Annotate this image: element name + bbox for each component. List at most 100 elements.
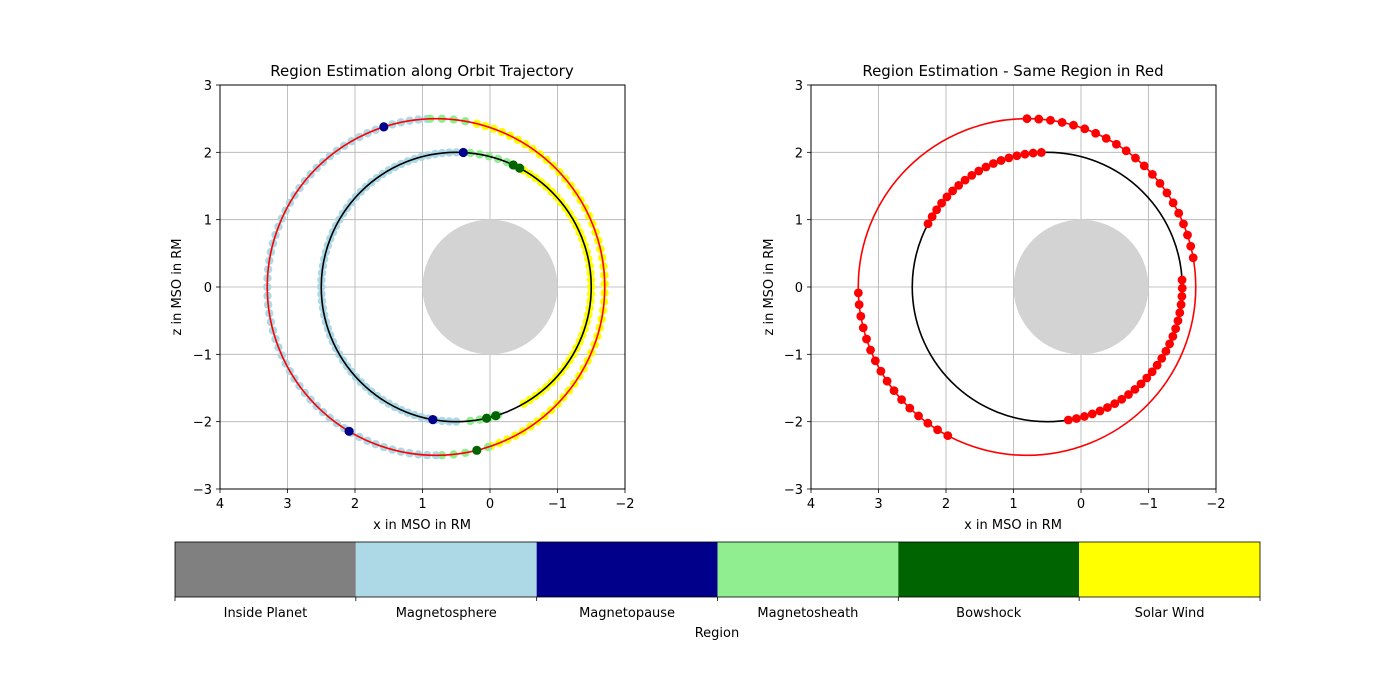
same-region-point [981,162,991,172]
same-region-point [854,300,864,309]
planet-disk [1013,219,1149,355]
same-region-point [1161,346,1171,356]
y-tick-label: 1 [795,214,803,229]
colorbar-category-label: Inside Planet [224,606,308,621]
colorbar-label: Region [695,626,740,641]
same-region-point [923,219,933,229]
left-chart: Region Estimation along Orbit Trajectory… [170,62,635,533]
same-region-point [1157,353,1167,363]
x-tick-label: 4 [807,497,815,512]
y-tick-label: −3 [193,483,212,498]
same-region-point [1155,178,1165,188]
same-region-point [1183,230,1192,240]
boundary-marker [379,122,389,132]
same-region-point [1139,161,1149,171]
left-ticks: 4 3 2 1 0 −1 −2 −3 −2 −1 0 1 2 3 [193,79,635,512]
same-region-point [1177,275,1187,285]
same-region-point [1173,316,1183,326]
x-tick-label: 3 [874,497,882,512]
same-region-point [1080,124,1090,134]
same-region-point [1057,117,1067,127]
region-colorbar: Inside Planet Magnetosphere Magnetopause Ma… [174,541,1261,621]
right-y-axis-label: z in MSO in RM [762,238,777,335]
same-region-point [1171,324,1181,334]
same-region-point [967,170,977,180]
x-tick-label: −2 [615,497,634,512]
same-region-point [897,395,906,405]
x-tick-label: 4 [216,497,224,512]
same-region-point [954,180,964,190]
left-y-axis-label: z in MSO in RM [170,238,185,335]
y-tick-label: 1 [204,214,212,229]
same-region-point [853,288,863,298]
y-tick-label: 2 [204,146,212,161]
same-region-point [1188,253,1198,263]
same-region-point [1136,379,1146,389]
same-region-point [974,166,984,176]
same-region-point [1091,128,1101,138]
right-x-axis-label: x in MSO in RM [964,518,1062,533]
colorbar-segment [1079,542,1260,597]
left-plot-area [263,114,609,460]
same-region-point [1046,115,1055,125]
right-ticks: 4 3 2 1 0 −1 −2 −3 −2 −1 0 1 2 3 [784,79,1226,512]
colorbar-category-label: Magnetopause [579,606,675,621]
same-region-point [937,198,946,208]
same-region-point [870,356,880,366]
colorbar-segment [175,542,356,597]
x-tick-label: 2 [351,497,359,512]
boundary-marker [458,147,468,158]
same-region-point [1168,198,1178,208]
y-tick-label: 0 [204,281,212,296]
x-tick-label: 2 [942,497,950,512]
same-region-point [943,431,953,441]
y-tick-label: −1 [193,348,212,363]
same-region-point [1095,406,1105,416]
same-region-point [923,418,933,428]
same-region-point [876,366,886,376]
same-region-point [858,323,868,333]
orbit-trajectory-outer [266,117,606,457]
same-region-point [932,205,942,215]
colorbar-segment [717,542,899,597]
same-region-point [1165,339,1175,349]
colorbar-category-label: Magnetosphere [396,606,497,621]
same-region-point [1148,169,1157,179]
y-tick-label: 3 [204,79,212,94]
y-tick-label: 2 [795,146,803,161]
boundary-marker [491,411,501,421]
colorbar-category-label: Magnetosheath [757,606,858,621]
x-tick-label: 0 [486,497,494,512]
same-region-point [1022,114,1032,124]
same-region-point [1103,403,1112,412]
same-region-point [1028,148,1038,158]
same-region-point [942,192,952,202]
same-region-point [1177,291,1187,301]
colorbar-category-label: Solar Wind [1135,606,1205,621]
boundary-marker [344,426,354,436]
y-tick-label: 0 [795,281,803,296]
same-region-point [927,212,937,222]
x-tick-label: 3 [283,497,291,512]
x-tick-label: −1 [1139,497,1158,512]
same-region-point [1087,409,1097,419]
y-tick-label: −2 [784,416,803,431]
y-tick-label: −3 [784,483,803,498]
same-region-point [996,156,1006,165]
same-region-point [889,386,899,396]
same-region-point [1152,360,1162,370]
same-region-point [1175,308,1185,318]
same-region-point [1121,146,1131,156]
same-region-point [948,186,958,196]
same-region-point [1101,133,1111,143]
same-region-point [1080,412,1089,421]
left-x-axis-label: x in MSO in RM [373,518,471,533]
same-region-point [1142,373,1152,383]
left-chart-title: Region Estimation along Orbit Trajectory [270,62,574,80]
same-region-point [1176,300,1186,309]
same-region-point [1012,151,1022,161]
colorbar-segment [898,542,1080,597]
x-tick-label: −1 [548,497,567,512]
same-region-point [866,345,875,355]
